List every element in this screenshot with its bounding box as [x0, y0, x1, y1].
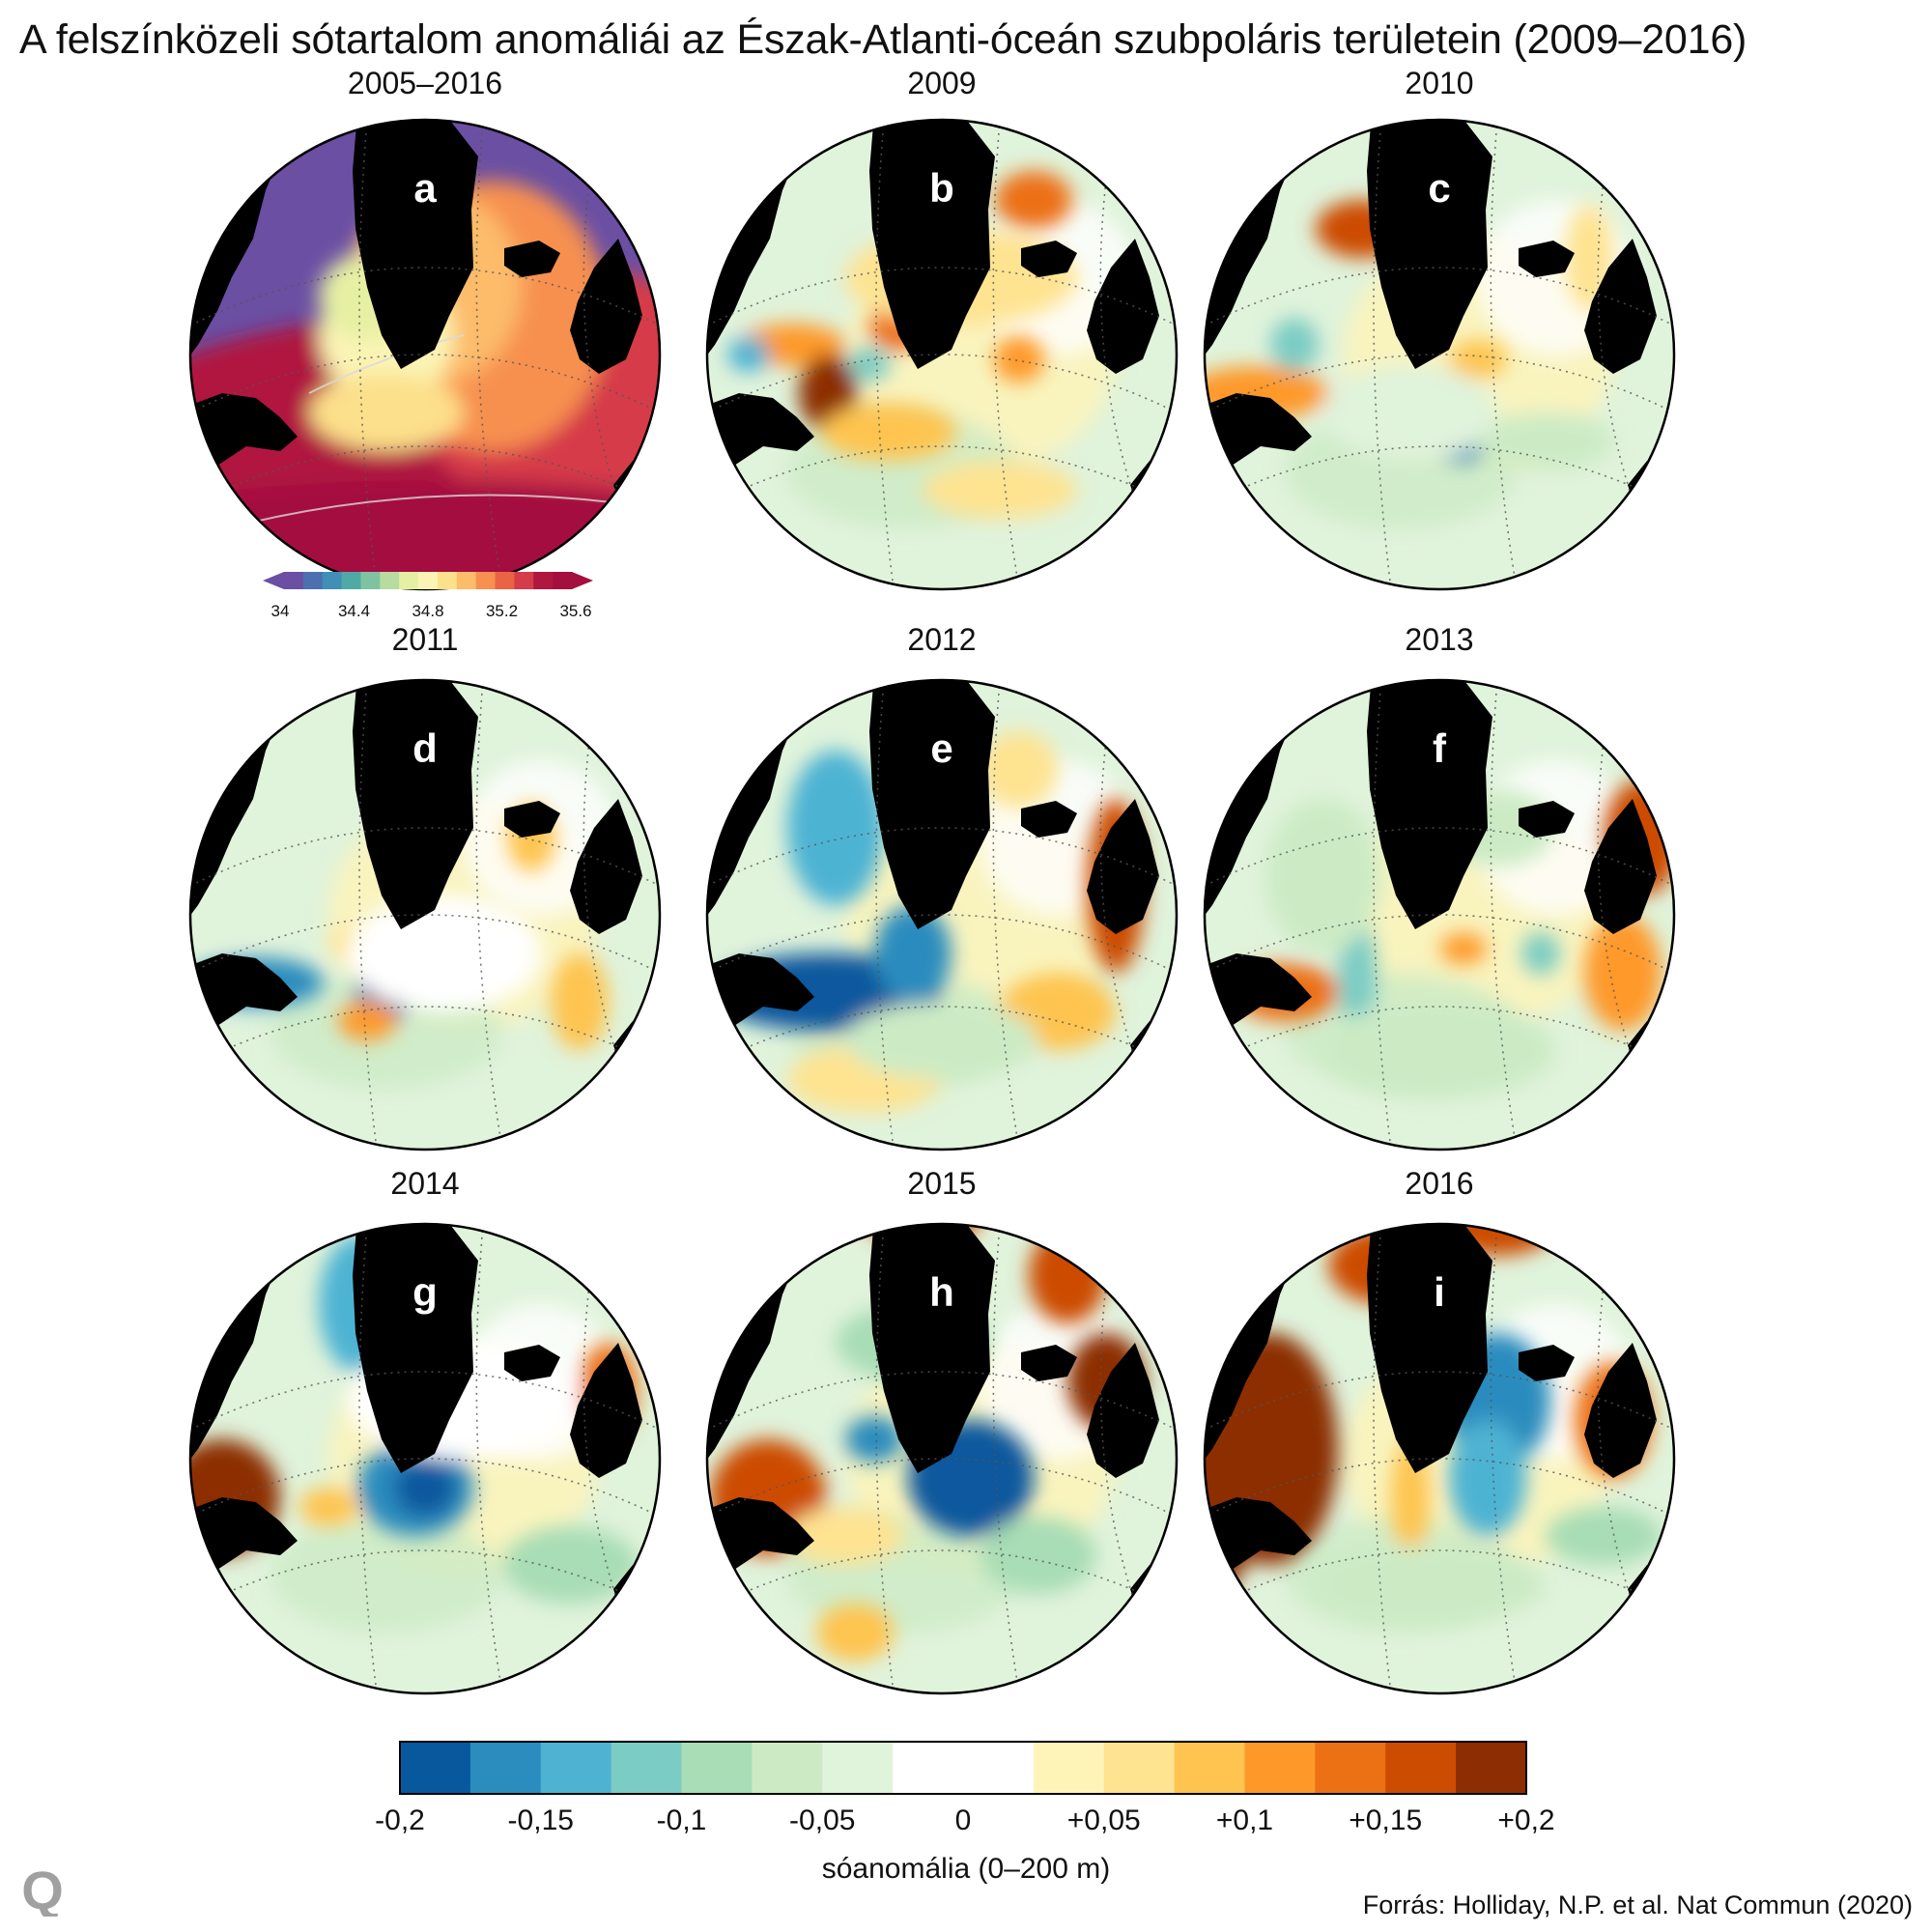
anom-bar-step	[1103, 1742, 1176, 1794]
anom-tick-label: -0,1	[656, 1804, 707, 1836]
panel-letter-g: g	[412, 1269, 438, 1315]
clim-tick-label: 34.8	[412, 602, 444, 620]
anom-bar-step	[1033, 1742, 1105, 1794]
panel-letter-i: i	[1434, 1269, 1445, 1315]
anom-bar-step	[1315, 1742, 1386, 1794]
clim-bar-step	[456, 572, 477, 589]
clim-bar-step	[553, 572, 573, 589]
climatology-colorbar	[263, 572, 593, 589]
anom-tick-label: -0,15	[507, 1804, 574, 1836]
panel-letter-e: e	[930, 725, 952, 771]
anom-bar-step	[752, 1742, 823, 1794]
map-panel-c: c	[1203, 118, 1676, 591]
chart-title: A felszínközeli sótartalom anomáliái az …	[19, 16, 1747, 63]
clim-bar-arrow-low	[263, 572, 284, 589]
panel-label-h: 2015	[907, 1166, 977, 1201]
q-logo-icon: Q	[21, 1862, 64, 1917]
clim-bar-step	[302, 572, 324, 589]
clim-bar-step	[475, 572, 497, 589]
clim-tick-label: 35.2	[485, 602, 519, 620]
clim-bar-step	[437, 572, 458, 589]
panel-letter-d: d	[412, 725, 438, 771]
clim-bar-step	[514, 572, 534, 589]
panel-letter-c: c	[1428, 165, 1450, 211]
panel-label-f: 2013	[1405, 622, 1474, 657]
clim-tick-label: 35.6	[559, 602, 592, 620]
clim-bar-step	[380, 572, 400, 589]
panel-label-g: 2014	[390, 1166, 460, 1201]
clim-bar-step	[399, 572, 419, 589]
anom-bar-step	[540, 1742, 612, 1794]
anom-bar-step	[1385, 1742, 1457, 1794]
clim-bar-arrow-high	[572, 572, 593, 589]
panel-label-a: 2005–2016	[347, 66, 503, 100]
map-panel-f: f	[1203, 678, 1676, 1151]
panel-label-e: 2012	[907, 622, 977, 657]
anom-bar-step	[1456, 1742, 1527, 1794]
panel-letter-h: h	[929, 1269, 954, 1315]
anom-tick-label: +0,05	[1066, 1804, 1141, 1836]
anom-tick-label: +0,1	[1215, 1804, 1274, 1836]
clim-bar-step	[284, 572, 304, 589]
map-panel-i: i	[1203, 1222, 1676, 1695]
clim-bar-step	[495, 572, 515, 589]
clim-tick-label: 34	[270, 602, 290, 620]
anom-tick-label: +0,15	[1349, 1804, 1423, 1836]
anom-tick-label: -0,2	[375, 1804, 425, 1836]
anom-tick-label: 0	[954, 1804, 972, 1836]
panel-label-d: 2011	[391, 622, 459, 657]
panel-letter-a: a	[413, 165, 437, 211]
clim-bar-step	[360, 572, 381, 589]
anom-tick-label: +0,2	[1497, 1804, 1555, 1836]
anom-bar-step	[963, 1742, 1035, 1794]
anomaly-colorbar	[399, 1741, 1527, 1795]
map-panel-d: d	[188, 678, 662, 1151]
panel-label-c: 2010	[1405, 66, 1474, 100]
anom-bar-step	[893, 1742, 964, 1794]
anom-bar-step	[611, 1742, 682, 1794]
anom-tick-label: -0,05	[789, 1804, 856, 1836]
map-panel-g: g	[188, 1222, 662, 1695]
map-panel-a: a	[188, 118, 662, 591]
anom-bar-step	[822, 1742, 894, 1794]
panel-label-i: 2016	[1405, 1166, 1474, 1201]
panel-letter-f: f	[1433, 725, 1447, 771]
map-panel-b: b	[705, 118, 1179, 591]
clim-tick-label: 34.4	[337, 602, 371, 620]
anom-bar-step	[469, 1742, 542, 1794]
map-panel-h: h	[705, 1222, 1179, 1695]
anom-bar-step	[400, 1742, 471, 1794]
clim-bar-step	[322, 572, 343, 589]
clim-bar-step	[533, 572, 554, 589]
anom-bar-step	[1244, 1742, 1316, 1794]
panel-label-b: 2009	[907, 66, 977, 100]
clim-bar-step	[341, 572, 361, 589]
clim-bar-step	[418, 572, 439, 589]
anom-bar-step	[681, 1742, 753, 1794]
map-panel-e: e	[705, 678, 1179, 1151]
panel-letter-b: b	[929, 165, 954, 211]
source-credit: Forrás: Holliday, N.P. et al. Nat Commun…	[1362, 1890, 1913, 1919]
anom-bar-frame	[399, 1741, 1527, 1795]
svg-text:Q: Q	[21, 1862, 64, 1917]
anom-bar-step	[1174, 1742, 1245, 1794]
colorbar-unit-label: sóanomália (0–200 m)	[821, 1853, 1111, 1885]
